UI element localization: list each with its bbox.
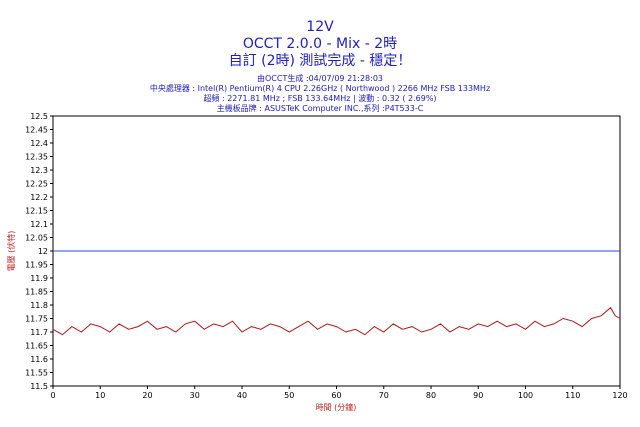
x-axis: 0 10 20 30 40 50 60 70 80 90 100 110 120 bbox=[50, 386, 628, 400]
y-tick-label: 12.3 bbox=[30, 166, 48, 175]
y-tick-label: 12.45 bbox=[25, 126, 48, 135]
x-tick-label: 10 bbox=[95, 391, 105, 400]
chart-title: 12V bbox=[306, 19, 334, 35]
y-axis: 11.5 11.55 11.6 11.65 11.7 11.75 11.8 11.85 11.9… bbox=[25, 112, 53, 391]
y-tick-label: 11.55 bbox=[25, 369, 48, 378]
overclock-info: 超頻 : 2271.81 MHz ; FSB 133.64MHz | 波動 : … bbox=[203, 93, 436, 103]
x-tick-label: 20 bbox=[142, 391, 152, 400]
y-tick-label: 11.75 bbox=[25, 315, 48, 324]
series-line-12v bbox=[52, 306, 621, 336]
x-tick-label: 100 bbox=[518, 391, 533, 400]
y-tick-label: 12.5 bbox=[30, 112, 48, 121]
x-axis-label: 時間 (分鐘) bbox=[316, 402, 357, 412]
x-tick-label: 120 bbox=[612, 391, 627, 400]
x-tick-label: 0 bbox=[50, 391, 55, 400]
chart-subtitle: OCCT 2.0.0 - Mix - 2時 bbox=[243, 36, 397, 52]
x-tick-label: 110 bbox=[565, 391, 580, 400]
y-tick-label: 12 bbox=[38, 247, 48, 256]
y-axis-label: 電壓 (伏特) bbox=[6, 231, 16, 272]
y-tick-label: 12.05 bbox=[25, 234, 48, 243]
y-tick-label: 11.95 bbox=[25, 261, 48, 270]
x-tick-label: 30 bbox=[190, 391, 200, 400]
y-tick-label: 11.85 bbox=[25, 288, 48, 297]
motherboard-info: 主機板品牌 : ASUSTeK Computer INC.,系列 :P4T533… bbox=[217, 103, 424, 113]
y-tick-label: 12.4 bbox=[30, 139, 48, 148]
y-tick-label: 12.15 bbox=[25, 207, 48, 216]
y-tick-label: 11.5 bbox=[30, 382, 48, 391]
x-tick-label: 90 bbox=[473, 391, 483, 400]
x-tick-label: 70 bbox=[379, 391, 389, 400]
y-tick-label: 12.25 bbox=[25, 180, 48, 189]
x-tick-label: 80 bbox=[426, 391, 436, 400]
y-tick-label: 12.1 bbox=[30, 220, 48, 229]
y-tick-label: 11.6 bbox=[30, 355, 48, 364]
y-tick-label: 11.8 bbox=[30, 301, 48, 310]
x-tick-label: 60 bbox=[331, 391, 341, 400]
y-tick-label: 11.9 bbox=[30, 274, 48, 283]
generated-info: 由OCCT生成 :04/07/09 21:28:03 bbox=[257, 73, 383, 83]
y-tick-label: 11.65 bbox=[25, 342, 48, 351]
x-tick-label: 50 bbox=[284, 391, 294, 400]
cpu-info: 中央處理器 : Intel(R) Pentium(R) 4 CPU 2.26GH… bbox=[150, 83, 490, 93]
status-text: 自訂 (2時) 測試完成 - 穩定！ bbox=[229, 53, 412, 69]
y-tick-label: 11.7 bbox=[30, 328, 48, 337]
y-tick-label: 12.2 bbox=[30, 193, 48, 202]
x-tick-label: 40 bbox=[237, 391, 247, 400]
y-tick-label: 12.35 bbox=[25, 153, 48, 162]
